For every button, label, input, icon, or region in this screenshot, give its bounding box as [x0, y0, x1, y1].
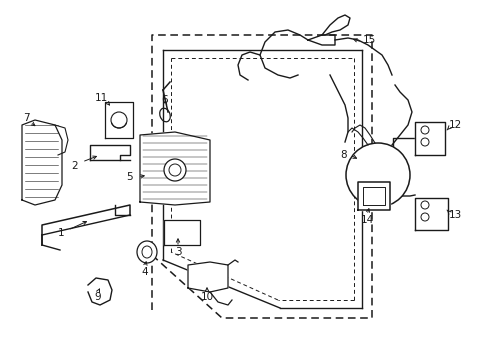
Ellipse shape [137, 241, 157, 263]
Text: 13: 13 [448, 210, 462, 220]
Polygon shape [188, 262, 228, 292]
Polygon shape [415, 198, 448, 230]
Text: 11: 11 [95, 93, 108, 103]
Text: 8: 8 [341, 150, 347, 160]
Text: 5: 5 [126, 172, 132, 182]
Text: 9: 9 [95, 292, 101, 302]
Polygon shape [358, 182, 390, 210]
Text: 10: 10 [200, 292, 214, 302]
Text: 6: 6 [162, 95, 168, 105]
Text: 4: 4 [142, 267, 148, 277]
Ellipse shape [164, 159, 186, 181]
Text: 1: 1 [58, 228, 64, 238]
Text: 7: 7 [23, 113, 29, 123]
Polygon shape [105, 102, 133, 138]
Polygon shape [140, 132, 210, 205]
Text: 3: 3 [175, 247, 181, 257]
Polygon shape [164, 220, 200, 245]
Text: 12: 12 [448, 120, 462, 130]
Text: 2: 2 [72, 161, 78, 171]
Circle shape [346, 143, 410, 207]
Text: 14: 14 [360, 215, 373, 225]
Text: 15: 15 [363, 35, 376, 45]
Polygon shape [415, 122, 445, 155]
Polygon shape [22, 120, 62, 205]
